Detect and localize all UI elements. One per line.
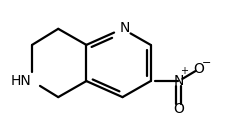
Text: N: N [119, 21, 130, 35]
Text: +: + [180, 66, 188, 76]
Text: O: O [193, 62, 204, 76]
Text: N: N [173, 74, 184, 88]
Text: HN: HN [10, 74, 31, 88]
Text: −: − [202, 58, 212, 68]
Text: O: O [173, 102, 184, 116]
